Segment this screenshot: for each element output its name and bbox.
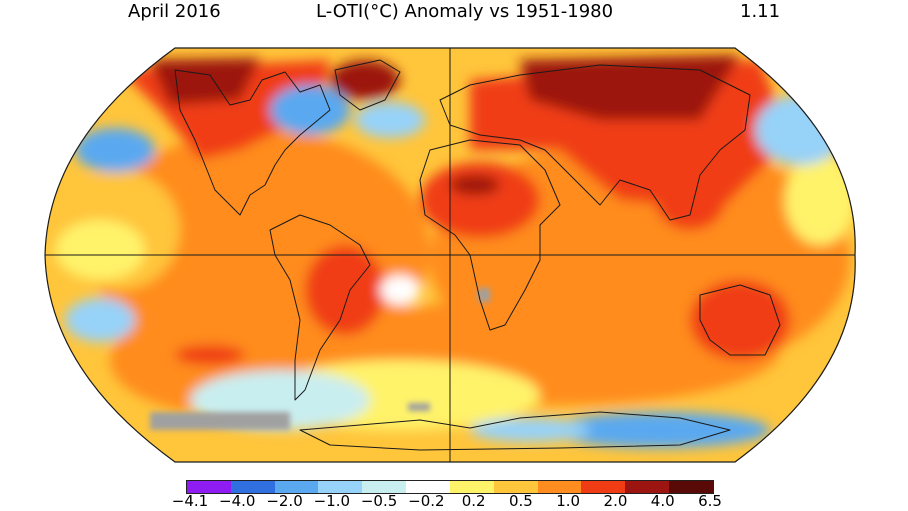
no-data-antarctica (150, 412, 290, 430)
color-scale-tick-label: 0.2 (461, 492, 486, 510)
coast-greenland (334, 59, 401, 111)
map-title: L-OTI(°C) Anomaly vs 1951-1980 (316, 1, 614, 22)
color-scale-tick-label: 6.5 (698, 492, 722, 510)
zone-siberia-very-hot (520, 55, 740, 120)
coast-antarctica (299, 411, 731, 451)
no-data-africa (478, 288, 490, 302)
color-scale-segment (406, 481, 450, 493)
color-scale-segment (362, 481, 407, 493)
color-scale-bar (186, 480, 714, 494)
map-date: April 2016 (128, 1, 221, 22)
zone-north-atlantic-cold (355, 102, 425, 138)
color-scale-segment (230, 481, 275, 493)
coast-africa (419, 139, 561, 331)
zone-greenland-hot (330, 60, 400, 100)
color-scale-segment (493, 481, 538, 493)
color-scale-tick-label: −4.0 (219, 492, 256, 510)
no-data-ocean (408, 403, 430, 411)
zone-bering-cold (755, 95, 845, 165)
zone-sahara-core (450, 175, 500, 195)
color-scale-tick-label: −1.0 (313, 492, 351, 510)
zone-east-pacific-yellow (785, 155, 855, 245)
global-mean-anomaly: 1.11 (740, 1, 781, 22)
zone-sahara-hot (420, 162, 540, 238)
color-scale-segment (274, 481, 319, 493)
coast-north-america (174, 69, 331, 216)
map-header: April 2016 L-OTI(°C) Anomaly vs 1951-198… (0, 0, 908, 26)
zone-se-asia-hot (655, 170, 725, 230)
coast-australia (699, 284, 781, 356)
color-scale-ticks: −4.1 −4.0 −2.0 −1.0 −0.5 −0.2 0.2 0.5 1.0 2.0 4.0 6… (0, 492, 908, 511)
color-scale-segment (581, 481, 626, 493)
zone-north-pacific-cold (75, 128, 155, 172)
anomaly-field (45, 48, 856, 462)
coast-eurasia (439, 64, 751, 221)
zone-atlantic-neutral (380, 275, 420, 305)
color-scale-tick-label: 4.0 (650, 492, 675, 510)
color-scale-segment (187, 481, 231, 493)
zone-se-pacific-cold (65, 298, 135, 342)
color-scale-tick-label: −0.5 (360, 492, 398, 510)
color-scale-segment (537, 481, 582, 493)
color-scale-tick-label: 1.0 (556, 492, 581, 510)
zone-antarctica-cool (470, 418, 590, 442)
map-outline (44, 47, 856, 463)
zone-australia-hot (690, 280, 790, 360)
coast-south-america (269, 214, 371, 401)
zone-south-america-hot (305, 245, 385, 335)
color-scale-segment (625, 481, 670, 493)
zone-canada-cold (270, 85, 350, 135)
color-scale-tick-label: −2.0 (266, 492, 303, 510)
color-scale-segment (318, 481, 363, 493)
zone-antarctica-cold (550, 412, 770, 448)
color-scale-segment (669, 481, 713, 493)
coastlines (174, 59, 781, 451)
color-scale-tick-label: 2.0 (603, 492, 628, 510)
color-scale-tick-label: 0.5 (508, 492, 533, 510)
color-scale-segment (449, 481, 494, 493)
color-scale-tick-label: −4.1 (171, 492, 209, 510)
zone-pacific-hot (175, 345, 245, 365)
color-scale-tick-label: −0.2 (408, 492, 445, 510)
zone-pacific-yellow (55, 220, 145, 280)
